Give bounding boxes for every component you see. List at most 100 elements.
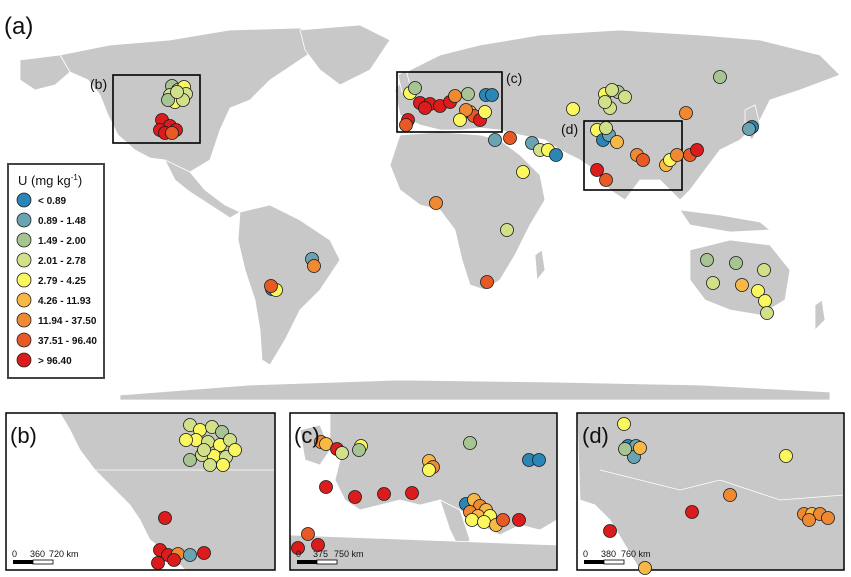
sample-point: [183, 548, 197, 562]
legend-swatch: [16, 292, 32, 308]
legend-label: 2.79 - 4.25: [38, 276, 86, 287]
svg-text:760 km: 760 km: [621, 549, 651, 559]
legend-label: 4.26 - 11.93: [38, 296, 91, 307]
panel-label-a: (a): [4, 13, 33, 40]
sample-point: [700, 253, 714, 267]
sample-point: [723, 488, 737, 502]
sample-point: [636, 153, 650, 167]
sample-point: [485, 88, 499, 102]
legend-item: 11.94 - 37.50: [16, 312, 97, 328]
sample-point: [197, 546, 211, 560]
alaska: [19, 54, 71, 91]
sample-point: [599, 173, 613, 187]
legend-label: 2.01 - 2.78: [38, 256, 86, 267]
legend-swatch: [16, 312, 32, 328]
svg-text:0: 0: [583, 549, 588, 559]
sample-point: [352, 443, 366, 457]
legend-swatch: [16, 232, 32, 248]
sample-point: [512, 513, 526, 527]
sample-point: [610, 135, 624, 149]
sample-point: [760, 306, 774, 320]
africa-c: [290, 534, 557, 570]
greenland: [299, 24, 391, 86]
scale-bar-d: 0 380 760 km: [583, 549, 651, 565]
legend-swatch: [16, 352, 32, 368]
sample-point: [496, 513, 510, 527]
panel-label-c: (c): [294, 423, 320, 448]
sample-point: [465, 513, 479, 527]
sample-point: [264, 279, 278, 293]
sample-point: [633, 441, 647, 455]
frame-c: [396, 71, 503, 133]
sample-point: [599, 121, 613, 135]
scale-bar-b: 0 360 720 km: [12, 549, 79, 565]
sample-point: [685, 505, 699, 519]
sample-point: [170, 85, 184, 99]
legend-label: 0.89 - 1.48: [38, 216, 86, 227]
legend-label: 37.51 - 96.40: [38, 336, 97, 347]
svg-text:360: 360: [30, 549, 45, 559]
sample-point: [590, 163, 604, 177]
svg-text:720 km: 720 km: [49, 549, 79, 559]
svg-text:375: 375: [313, 549, 328, 559]
sample-point: [422, 463, 436, 477]
sample-point: [307, 259, 321, 273]
legend-label: 11.94 - 37.50: [38, 316, 97, 327]
sample-point: [566, 102, 580, 116]
sample-point: [183, 453, 197, 467]
legend-swatch: [16, 212, 32, 228]
sample-point: [638, 561, 652, 575]
sample-point: [478, 105, 492, 119]
sample-point: [319, 480, 333, 494]
sample-point: [399, 118, 413, 132]
antarctica: [119, 379, 831, 401]
sample-point: [179, 433, 193, 447]
sample-point: [158, 511, 172, 525]
sample-point: [167, 553, 181, 567]
sample-point: [488, 133, 502, 147]
sample-point: [605, 83, 619, 97]
sample-points-world: [153, 70, 774, 320]
panel-d: (d) 0 380 760 km: [576, 412, 845, 575]
svg-text:0: 0: [12, 549, 17, 559]
legend-label: > 96.40: [38, 356, 72, 367]
sample-point: [735, 278, 749, 292]
sample-point: [408, 81, 422, 95]
border-d: [599, 469, 844, 501]
sample-point: [291, 541, 305, 555]
sample-point: [301, 527, 315, 541]
sample-point: [670, 148, 684, 162]
legend-item: 37.51 - 96.40: [16, 332, 97, 348]
sample-point: [618, 442, 632, 456]
sample-point: [742, 122, 756, 136]
sample-point: [165, 126, 179, 140]
scale-bar-c: 0 375 750 km: [296, 549, 364, 565]
sample-point: [706, 276, 720, 290]
sample-point: [448, 89, 462, 103]
panel-c: (c) 0 375 750 km: [289, 412, 558, 571]
sample-point: [418, 101, 432, 115]
frame-b: [112, 74, 201, 144]
sample-point: [802, 513, 816, 527]
sample-points-d: [603, 417, 835, 575]
eurasia: [394, 29, 841, 201]
sample-point: [161, 93, 175, 107]
sample-point: [618, 90, 632, 104]
sample-point: [453, 113, 467, 127]
sample-point: [779, 449, 793, 463]
sample-point: [203, 458, 217, 472]
sample-point: [335, 446, 349, 460]
sample-point: [377, 487, 391, 501]
australia: [689, 239, 791, 316]
legend: U (mg kg-1) < 0.89 0.89 - 1.48 1.49 - 2.00…: [7, 163, 105, 379]
legend-item: 2.79 - 4.25: [16, 272, 86, 288]
svg-text:380: 380: [601, 549, 616, 559]
sample-point: [532, 453, 546, 467]
sample-point: [461, 87, 475, 101]
sample-point: [228, 443, 242, 457]
legend-item: 4.26 - 11.93: [16, 292, 91, 308]
madagascar: [534, 249, 546, 282]
north-america: [59, 27, 331, 173]
sample-point: [463, 436, 477, 450]
